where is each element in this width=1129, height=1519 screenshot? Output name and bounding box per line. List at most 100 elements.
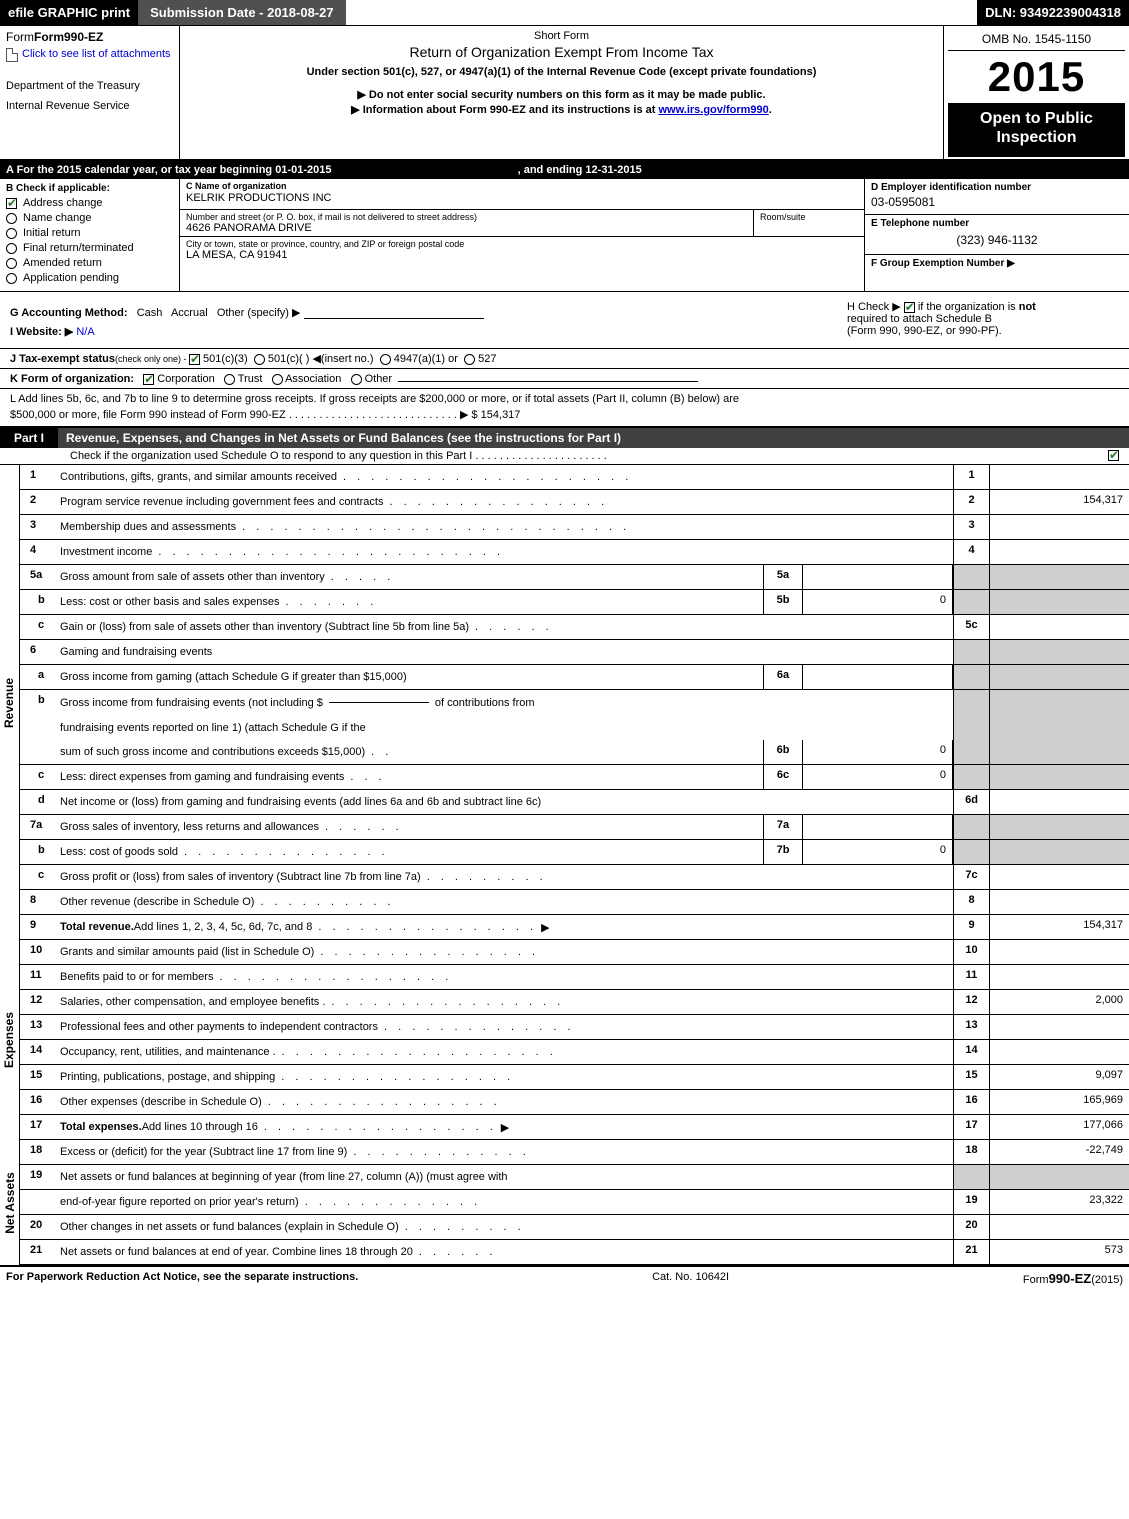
- part-1-header: Part I Revenue, Expenses, and Changes in…: [0, 428, 1129, 448]
- section-b-checkbox[interactable]: [6, 258, 17, 269]
- line-description: Net assets or fund balances at end of ye…: [56, 1240, 953, 1264]
- line-right-value: [989, 515, 1129, 539]
- k-other-input[interactable]: [398, 372, 698, 382]
- section-f-group: F Group Exemption Number ▶: [865, 255, 1129, 291]
- section-b-checkbox[interactable]: [6, 198, 17, 209]
- form-line: 5aGross amount from sale of assets other…: [20, 565, 1129, 590]
- k-corporation-checkbox[interactable]: [143, 374, 154, 385]
- section-b-label: Initial return: [23, 227, 80, 239]
- k-association-radio[interactable]: [272, 374, 283, 385]
- line-right-number: 13: [953, 1015, 989, 1039]
- line-number: 18: [20, 1140, 56, 1164]
- form-line: bLess: cost or other basis and sales exp…: [20, 590, 1129, 615]
- section-b-checkbox[interactable]: [6, 213, 17, 224]
- instructions-link[interactable]: www.irs.gov/form990: [659, 104, 769, 116]
- line-description: Membership dues and assessments. . . . .…: [56, 515, 953, 539]
- line-right-value: [989, 1165, 1129, 1189]
- j-501c-radio[interactable]: [254, 354, 265, 365]
- section-g-accounting: G Accounting Method: Cash Accrual Other …: [10, 306, 829, 319]
- line-right-number: 8: [953, 890, 989, 914]
- line-number: 3: [20, 515, 56, 539]
- line-right-number: 4: [953, 540, 989, 564]
- section-b-label: Amended return: [23, 257, 102, 269]
- line-number: [20, 740, 56, 764]
- line-description: Less: direct expenses from gaming and fu…: [56, 765, 763, 789]
- line-number: [20, 1190, 56, 1214]
- line-description: Professional fees and other payments to …: [56, 1015, 953, 1039]
- line-right-number: [953, 840, 989, 864]
- line-right-value: [989, 715, 1129, 740]
- line-number: 8: [20, 890, 56, 914]
- city-label: City or town, state or province, country…: [186, 239, 858, 249]
- line-number: 21: [20, 1240, 56, 1264]
- j-527-label: 527: [478, 353, 496, 365]
- section-b-checkbox[interactable]: [6, 243, 17, 254]
- form-line: 12Salaries, other compensation, and empl…: [20, 990, 1129, 1015]
- dln-label: DLN: 93492239004318: [977, 0, 1129, 25]
- line-right-number: [953, 715, 989, 740]
- line-number: c: [20, 865, 56, 889]
- submission-date-label: Submission Date - 2018-08-27: [138, 0, 346, 25]
- attachments-link[interactable]: Click to see list of attachments: [6, 48, 173, 62]
- line-right-number: 10: [953, 940, 989, 964]
- org-info-block: B Check if applicable: Address changeNam…: [0, 179, 1129, 292]
- line-right-number: [953, 1165, 989, 1189]
- form-line: 10Grants and similar amounts paid (list …: [20, 940, 1129, 965]
- other-specify-input[interactable]: [304, 307, 484, 319]
- k-other-radio[interactable]: [351, 374, 362, 385]
- form-title: Return of Organization Exempt From Incom…: [188, 44, 935, 60]
- line-number: b: [20, 590, 56, 614]
- form-line: cGross profit or (loss) from sales of in…: [20, 865, 1129, 890]
- line-right-value: [989, 965, 1129, 989]
- l-amount: $ 154,317: [471, 409, 520, 421]
- line-right-number: 14: [953, 1040, 989, 1064]
- website-value[interactable]: N/A: [76, 326, 94, 338]
- line-description: Program service revenue including govern…: [56, 490, 953, 514]
- line-mid-value: [803, 665, 953, 689]
- form-line: 8Other revenue (describe in Schedule O).…: [20, 890, 1129, 915]
- org-name-value: KELRIK PRODUCTIONS INC: [186, 191, 858, 207]
- instructions-pre: ▶ Information about Form 990-EZ and its …: [351, 104, 658, 116]
- row-a-post: , and ending 12-31-2015: [518, 164, 642, 176]
- form-line: 2Program service revenue including gover…: [20, 490, 1129, 515]
- line-right-value: 573: [989, 1240, 1129, 1264]
- line-mid-number: 6a: [763, 665, 803, 689]
- j-527-radio[interactable]: [464, 354, 475, 365]
- k-trust-radio[interactable]: [224, 374, 235, 385]
- line-number: 17: [20, 1115, 56, 1139]
- part-1-schedule-o-checkbox[interactable]: [1108, 450, 1119, 461]
- net-assets-section: Net Assets 18Excess or (deficit) for the…: [0, 1140, 1129, 1267]
- section-l-gross-receipts: L Add lines 5b, 6c, and 7b to line 9 to …: [0, 389, 1129, 428]
- omb-number: OMB No. 1545-1150: [948, 28, 1125, 51]
- line-description: Investment income. . . . . . . . . . . .…: [56, 540, 953, 564]
- line-right-value: [989, 1040, 1129, 1064]
- line-right-number: 3: [953, 515, 989, 539]
- line-number: 10: [20, 940, 56, 964]
- l-dots: . . . . . . . . . . . . . . . . . . . . …: [289, 409, 469, 421]
- line-number: 20: [20, 1215, 56, 1239]
- line-right-value: [989, 790, 1129, 814]
- section-b-title: B Check if applicable:: [6, 183, 173, 194]
- form-line: aGross income from gaming (attach Schedu…: [20, 665, 1129, 690]
- footer-mid: Cat. No. 10642I: [652, 1271, 729, 1286]
- line-description: Contributions, gifts, grants, and simila…: [56, 465, 953, 489]
- attachments-link-text: Click to see list of attachments: [22, 48, 171, 60]
- h-checkbox[interactable]: [904, 302, 915, 313]
- line-description: Total revenue. Add lines 1, 2, 3, 4, 5c,…: [56, 915, 953, 939]
- line-right-number: 11: [953, 965, 989, 989]
- j-4947-radio[interactable]: [380, 354, 391, 365]
- section-b-checkbox[interactable]: [6, 273, 17, 284]
- section-b-item: Address change: [6, 197, 173, 209]
- line-description: Grants and similar amounts paid (list in…: [56, 940, 953, 964]
- header-center: Short Form Return of Organization Exempt…: [180, 26, 944, 159]
- line-right-number: [953, 740, 989, 764]
- form-line: end-of-year figure reported on prior yea…: [20, 1190, 1129, 1215]
- line-number: [20, 715, 56, 740]
- section-i-website: I Website: ▶ N/A: [10, 325, 829, 338]
- section-b-checkbox[interactable]: [6, 228, 17, 239]
- line-right-number: 6d: [953, 790, 989, 814]
- j-501c3-checkbox[interactable]: [189, 354, 200, 365]
- line-right-number: [953, 815, 989, 839]
- line-right-value: 165,969: [989, 1090, 1129, 1114]
- org-city-row: City or town, state or province, country…: [180, 237, 864, 263]
